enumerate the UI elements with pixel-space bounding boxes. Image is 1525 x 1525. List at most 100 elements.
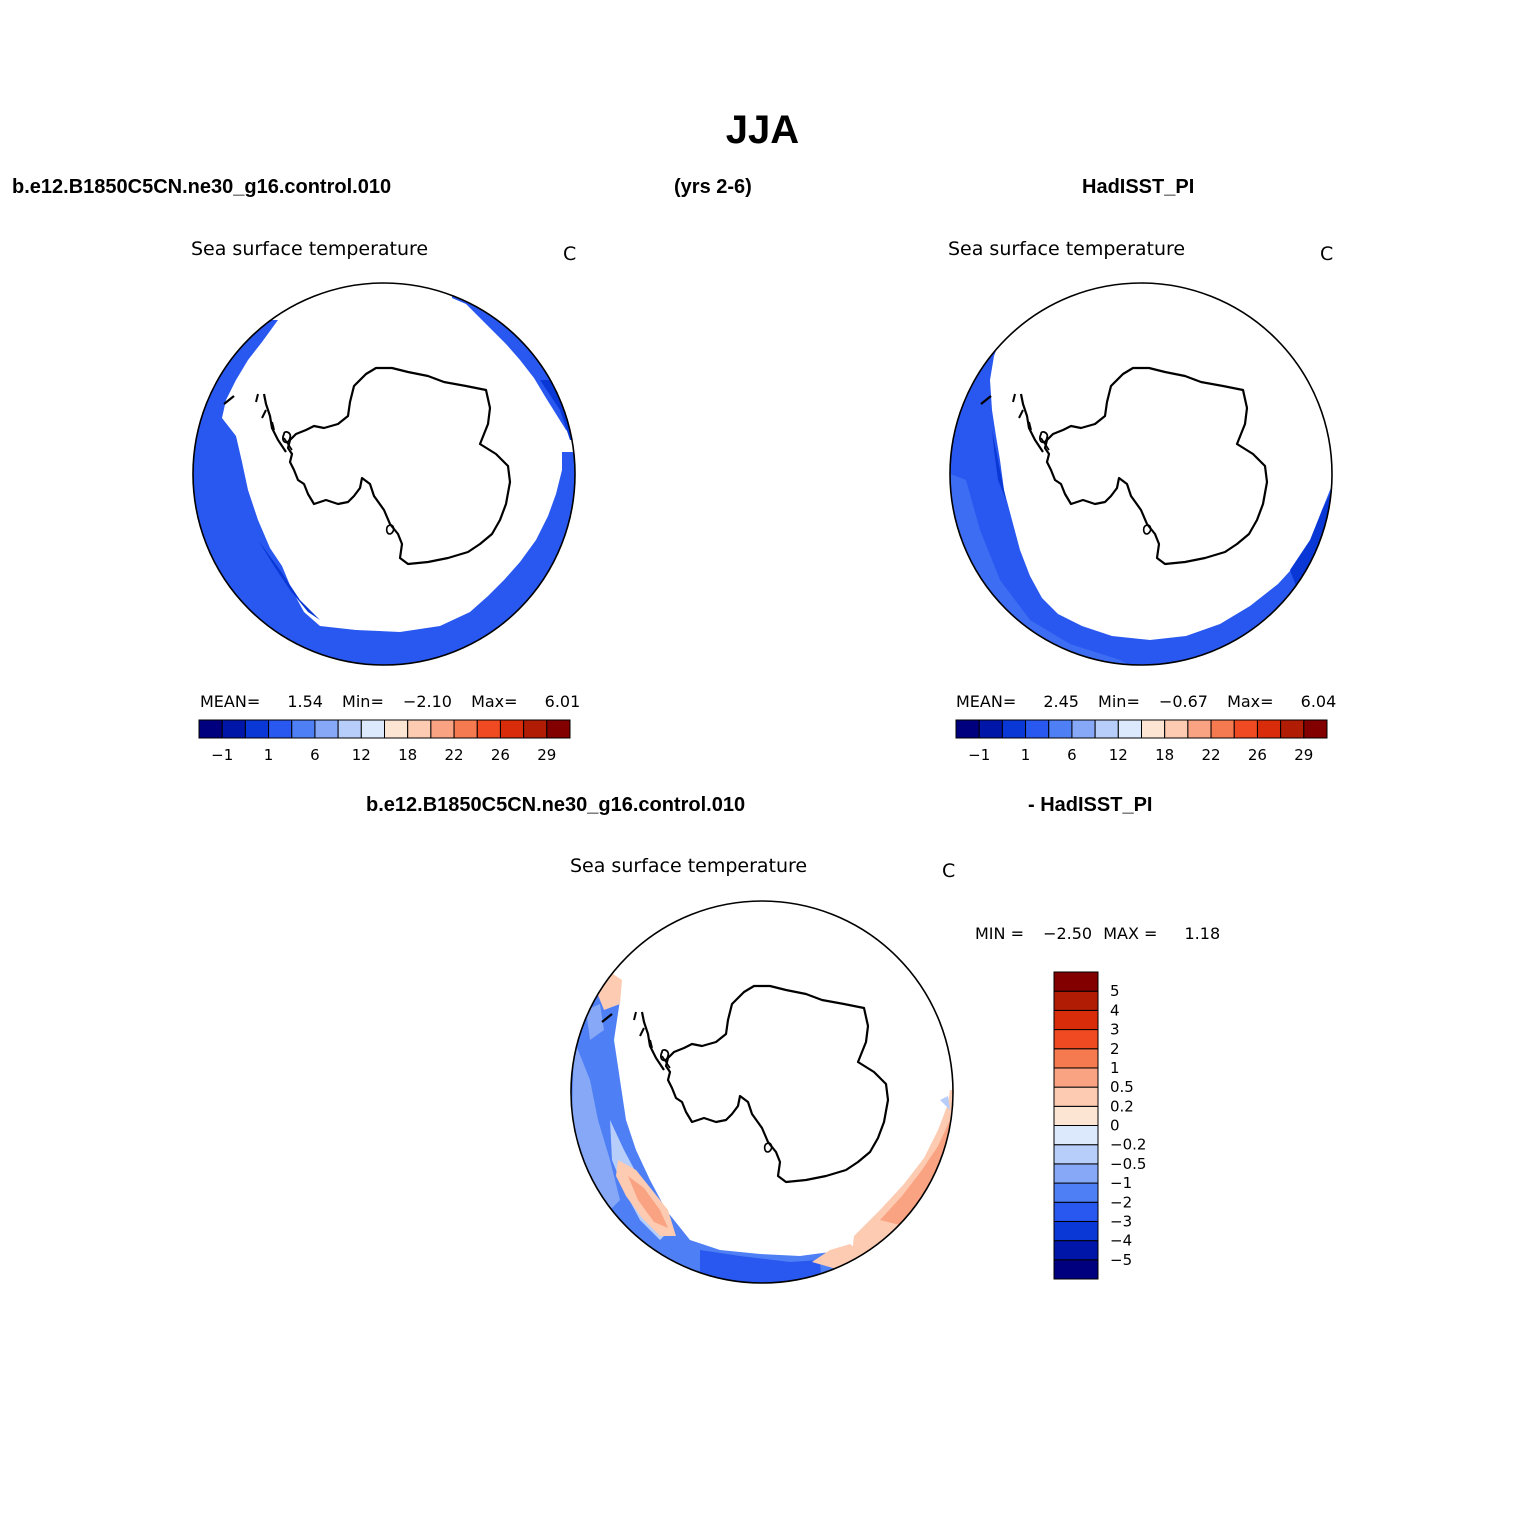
colorbar-tick-label: 18 xyxy=(398,746,417,764)
colorbar-swatch xyxy=(360,719,385,739)
colorbar-swatch xyxy=(430,719,455,739)
colorbar-swatch xyxy=(1053,1029,1099,1050)
colorbar-tick-label: −2 xyxy=(1110,1193,1132,1211)
model-max-value: 6.01 xyxy=(544,692,581,711)
obs-max-label: Max= xyxy=(1227,692,1274,711)
colorbar-swatch xyxy=(1053,1240,1099,1261)
colorbar-swatch xyxy=(1053,1182,1099,1203)
diff-obs-header: - HadISST_PI xyxy=(1028,794,1153,816)
colorbar-swatch xyxy=(314,719,339,739)
colorbar-swatch xyxy=(1048,719,1073,739)
diff-case-header: b.e12.B1850C5CN.ne30_g16.control.010 xyxy=(366,794,746,816)
colorbar-swatch xyxy=(1053,1048,1099,1069)
diff-min-label: MIN = xyxy=(975,924,1024,943)
model-min-label: Min= xyxy=(342,692,384,711)
diff-variable-label: Sea surface temperature xyxy=(570,855,808,877)
colorbar-tick-label: 6 xyxy=(310,746,320,764)
colorbar-swatch xyxy=(1233,719,1258,739)
model-stats: MEAN= 1.54 Min= −2.10 Max= 6.01 xyxy=(200,692,580,711)
colorbar-swatch xyxy=(978,719,1003,739)
colorbar-swatch xyxy=(384,719,409,739)
obs-min-value: −0.67 xyxy=(1158,692,1208,711)
model-min-value: −2.10 xyxy=(402,692,452,711)
obs-min-label: Min= xyxy=(1098,692,1140,711)
colorbar-swatch xyxy=(1210,719,1235,739)
colorbar-tick-label: −1 xyxy=(211,746,233,764)
obs-variable-label: Sea surface temperature xyxy=(948,238,1186,260)
colorbar-swatch xyxy=(1053,1144,1099,1165)
obs-colorbar: −1 1 6 12 18 22 26 29 xyxy=(955,719,1328,764)
colorbar-swatch xyxy=(1053,1201,1099,1222)
colorbar-tick-label: 3 xyxy=(1110,1021,1120,1039)
colorbar-swatch xyxy=(407,719,432,739)
colorbar-tick-label: −1 xyxy=(968,746,990,764)
colorbar-swatch xyxy=(1280,719,1305,739)
obs-stats: MEAN= 2.45 Min= −0.67 Max= 6.04 xyxy=(956,692,1336,711)
colorbar-swatch xyxy=(499,719,525,739)
colorbar-swatch xyxy=(546,719,571,739)
years-header: (yrs 2-6) xyxy=(674,176,752,198)
colorbar-tick-label: −0.2 xyxy=(1110,1136,1146,1154)
colorbar-swatch xyxy=(955,719,980,739)
colorbar-tick-label: 0.2 xyxy=(1110,1097,1134,1115)
colorbar-tick-label: 0 xyxy=(1110,1117,1120,1135)
colorbar-swatch xyxy=(1117,719,1142,739)
colorbar-tick-label: 5 xyxy=(1110,982,1120,1000)
obs-mean-label: MEAN= xyxy=(956,692,1017,711)
colorbar-swatch xyxy=(1053,1067,1099,1088)
colorbar-swatch xyxy=(337,719,362,739)
diff-min-value: −2.50 xyxy=(1043,924,1093,943)
colorbar-tick-label: 1 xyxy=(264,746,274,764)
colorbar-swatch xyxy=(1053,971,1099,992)
colorbar-tick-label: 2 xyxy=(1110,1040,1120,1058)
colorbar-tick-label: 26 xyxy=(1248,746,1267,764)
colorbar-swatch xyxy=(221,719,246,739)
obs-max-value: 6.04 xyxy=(1300,692,1337,711)
colorbar-tick-label: −4 xyxy=(1110,1232,1132,1250)
diff-unit-label: C xyxy=(942,860,956,882)
colorbar-swatch xyxy=(1303,719,1328,739)
colorbar-swatch xyxy=(1071,719,1096,739)
colorbar-tick-label: 0.5 xyxy=(1110,1078,1134,1096)
colorbar-tick-label: −3 xyxy=(1110,1212,1132,1230)
colorbar-swatch xyxy=(1001,719,1027,739)
colorbar-tick-label: 6 xyxy=(1067,746,1077,764)
colorbar-tick-label: 1 xyxy=(1021,746,1031,764)
colorbar-swatch xyxy=(268,719,293,739)
colorbar-swatch xyxy=(1053,1009,1099,1031)
obs-name-header: HadISST_PI xyxy=(1082,176,1195,198)
model-unit-label: C xyxy=(563,243,577,265)
colorbar-swatch xyxy=(476,719,501,739)
colorbar-tick-label: −5 xyxy=(1110,1251,1132,1269)
colorbar-swatch xyxy=(523,719,548,739)
obs-unit-label: C xyxy=(1320,243,1334,265)
model-variable-label: Sea surface temperature xyxy=(191,238,429,260)
model-sst-map xyxy=(192,282,576,666)
colorbar-tick-label: 29 xyxy=(1294,746,1313,764)
colorbar-swatch xyxy=(453,719,478,739)
colorbar-tick-label: −0.5 xyxy=(1110,1155,1146,1173)
colorbar-swatch xyxy=(1053,1163,1099,1184)
obs-sst-map xyxy=(949,282,1333,666)
colorbar-tick-label: −1 xyxy=(1110,1174,1132,1192)
colorbar-tick-label: 12 xyxy=(1109,746,1128,764)
colorbar-swatch xyxy=(198,719,223,739)
colorbar-swatch xyxy=(1256,719,1282,739)
colorbar-tick-label: 18 xyxy=(1155,746,1174,764)
colorbar-swatch xyxy=(1094,719,1119,739)
diff-stats: MIN = −2.50 MAX = 1.18 xyxy=(975,924,1220,943)
colorbar-swatch xyxy=(291,719,316,739)
colorbar-swatch xyxy=(1141,719,1166,739)
colorbar-swatch xyxy=(1164,719,1189,739)
colorbar-swatch xyxy=(1053,1105,1099,1126)
colorbar-swatch xyxy=(244,719,270,739)
colorbar-tick-label: 1 xyxy=(1110,1059,1120,1077)
colorbar-swatch xyxy=(1053,1086,1099,1107)
diff-sst-map xyxy=(570,900,954,1284)
colorbar-swatch xyxy=(1187,719,1212,739)
case-name-header: b.e12.B1850C5CN.ne30_g16.control.010 xyxy=(12,176,392,198)
diff-max-label: MAX = xyxy=(1103,924,1158,943)
colorbar-tick-label: 26 xyxy=(491,746,510,764)
